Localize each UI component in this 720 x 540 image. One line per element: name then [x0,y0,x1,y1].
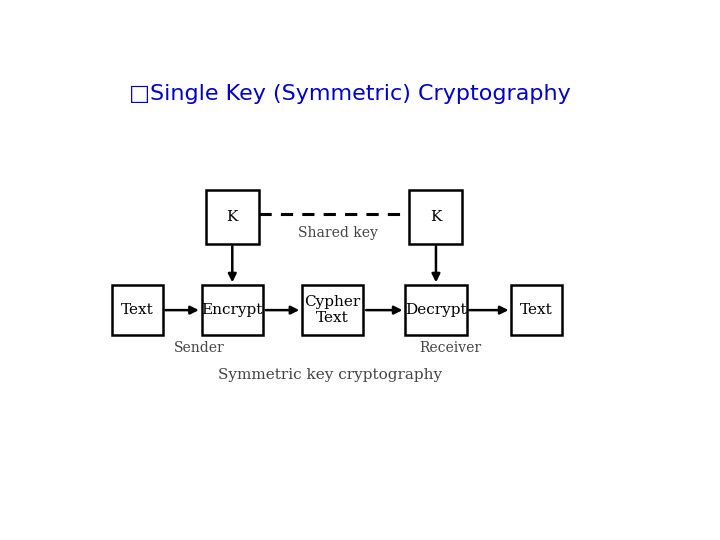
Bar [410,190,462,244]
Bar [202,285,263,335]
Text: Receiver: Receiver [419,341,481,355]
Text: Encrypt: Encrypt [202,303,263,317]
Text: Cypher
Text: Cypher Text [305,295,361,325]
Text: Text: Text [520,303,553,317]
Text: Sender: Sender [174,341,224,355]
Text: □Single Key (Symmetric) Cryptography: □Single Key (Symmetric) Cryptography [129,84,571,104]
Bar [405,285,467,335]
Text: Text: Text [121,303,154,317]
Text: Shared key: Shared key [298,226,378,240]
Bar [302,285,364,335]
Bar [206,190,258,244]
Bar [511,285,562,335]
Text: Decrypt: Decrypt [405,303,467,317]
Text: K: K [431,210,441,224]
Bar [112,285,163,335]
Text: Symmetric key cryptography: Symmetric key cryptography [218,368,442,382]
Text: K: K [227,210,238,224]
